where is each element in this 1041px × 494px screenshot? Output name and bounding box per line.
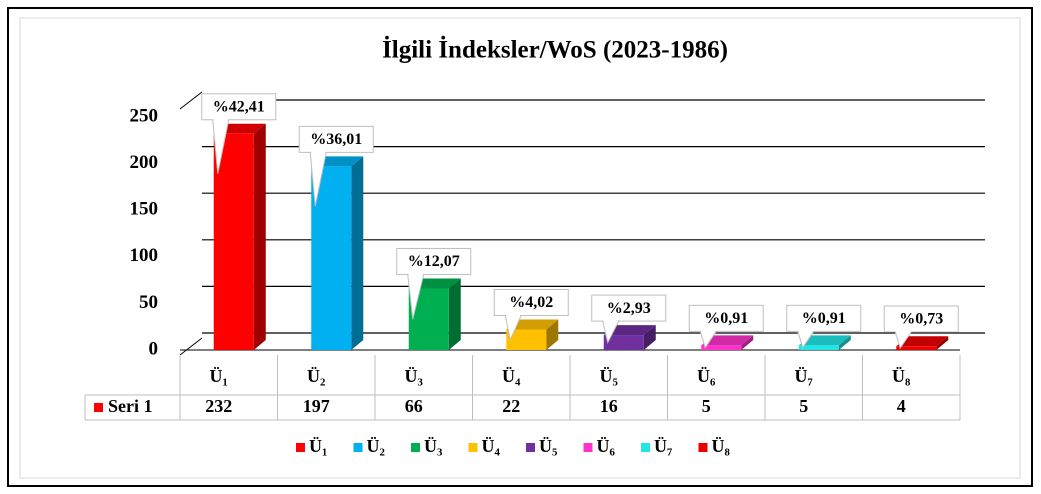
y-tick-label: 50 xyxy=(139,292,158,313)
bar xyxy=(311,166,352,350)
bar-top xyxy=(701,335,754,346)
label-box xyxy=(396,247,472,275)
chart-title: İlgili İndeksler/WoS (2023-1986) xyxy=(382,36,728,64)
series-name: Seri 1 xyxy=(108,396,153,416)
data-label: %42,41 xyxy=(213,98,265,115)
label-box xyxy=(493,288,569,316)
data-label: %12,07 xyxy=(408,253,460,270)
y-tick-label: 100 xyxy=(130,245,159,266)
legend-label: Ü₇ xyxy=(654,436,672,456)
data-label: %4,02 xyxy=(509,294,553,311)
bar-top xyxy=(896,336,949,347)
data-label: %0,91 xyxy=(802,310,846,327)
x-tick-label: Ü₄ xyxy=(502,366,521,386)
y-tick-label: 250 xyxy=(130,105,159,126)
y-tick-label: 200 xyxy=(130,152,159,173)
table-value: 22 xyxy=(502,396,520,416)
x-tick-label: Ü₈ xyxy=(892,366,911,386)
bar-top xyxy=(506,319,559,330)
bar-side xyxy=(936,336,949,350)
legend-key xyxy=(296,443,305,452)
bar xyxy=(798,345,839,350)
bar-side xyxy=(448,278,461,350)
x-tick-label: Ü₁ xyxy=(210,366,228,386)
legend-label: Ü₂ xyxy=(367,436,385,456)
x-tick-label: Ü₅ xyxy=(600,366,618,386)
table-value: 5 xyxy=(799,396,808,416)
table-value: 5 xyxy=(702,396,711,416)
legend-key xyxy=(353,443,363,452)
label-box xyxy=(688,304,764,332)
data-label: %36,01 xyxy=(310,131,362,148)
data-label: %2,93 xyxy=(607,300,651,317)
bar-side xyxy=(253,123,266,350)
label-box xyxy=(591,294,667,322)
bar xyxy=(701,345,742,350)
legend-key xyxy=(411,443,420,452)
table-value: 197 xyxy=(303,396,330,416)
legend-label: Ü₃ xyxy=(424,436,443,456)
bar-side xyxy=(643,325,656,350)
data-label: %0,73 xyxy=(899,311,943,328)
x-tick-label: Ü₃ xyxy=(405,366,424,386)
legend-key xyxy=(583,443,593,452)
bar-side xyxy=(741,335,754,350)
bar-side xyxy=(838,335,851,350)
legend-key xyxy=(468,443,478,452)
legend-label: Ü₈ xyxy=(712,436,731,456)
table-value: 16 xyxy=(600,396,618,416)
y-tick-label: 150 xyxy=(130,199,159,220)
y-tick-label: 0 xyxy=(149,338,159,359)
label-box xyxy=(883,305,959,333)
series-key xyxy=(94,403,103,412)
legend-key xyxy=(641,443,650,452)
bar-top xyxy=(603,325,656,336)
outer-border xyxy=(7,7,1033,487)
bar xyxy=(896,346,937,350)
x-tick-label: Ü₆ xyxy=(697,366,716,386)
bar xyxy=(213,133,254,350)
chart-area xyxy=(19,17,1021,479)
axis-diag xyxy=(179,91,203,110)
table-value: 66 xyxy=(405,396,423,416)
label-box xyxy=(298,125,374,153)
x-tick-label: Ü₂ xyxy=(307,366,325,386)
label-box xyxy=(201,93,277,121)
bar xyxy=(506,329,547,350)
legend-label: Ü₅ xyxy=(539,436,557,456)
legend-label: Ü₄ xyxy=(482,436,501,456)
x-tick-label: Ü₇ xyxy=(795,366,813,386)
legend-key xyxy=(698,443,708,452)
legend-label: Ü₆ xyxy=(597,436,616,456)
bar-side xyxy=(351,156,364,350)
bar-side xyxy=(546,319,559,350)
legend-key xyxy=(526,443,535,452)
table-value: 4 xyxy=(897,396,906,416)
axis-diag xyxy=(179,337,203,356)
legend-label: Ü₁ xyxy=(309,436,327,456)
data-label: %0,91 xyxy=(704,310,748,327)
bar-top xyxy=(798,335,851,346)
table-value: 232 xyxy=(205,396,232,416)
bar xyxy=(603,335,644,350)
label-box xyxy=(786,304,862,332)
